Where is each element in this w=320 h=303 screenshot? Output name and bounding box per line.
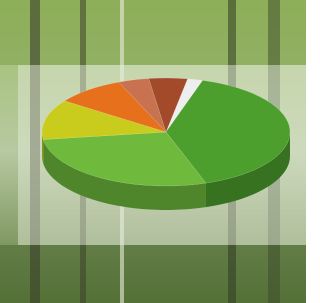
pie	[42, 78, 290, 210]
page: {"chart_data": {"type": "pie", "values":…	[0, 0, 306, 303]
chart	[0, 0, 306, 303]
